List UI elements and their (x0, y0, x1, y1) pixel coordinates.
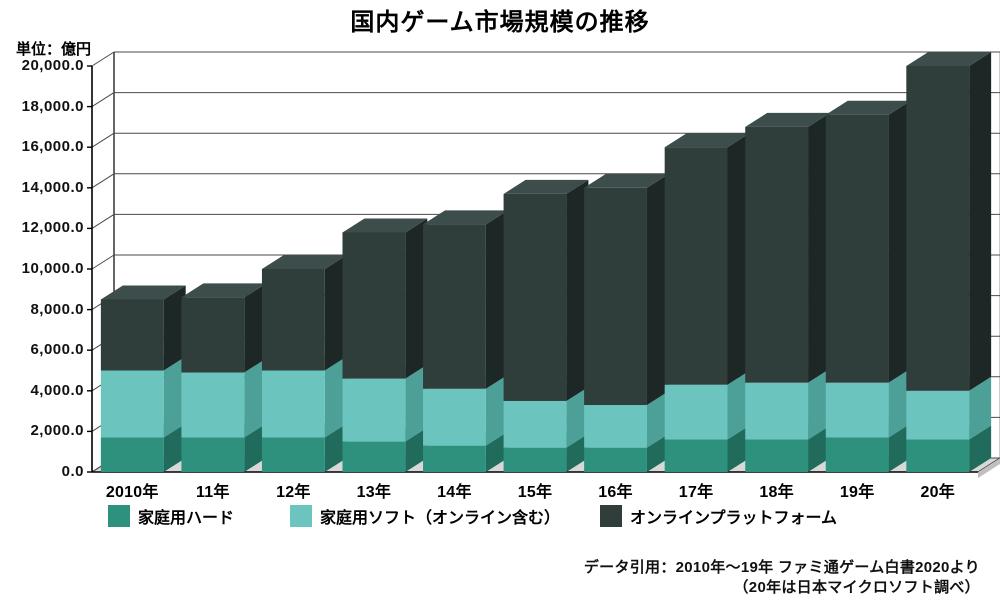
legend-item-soft: 家庭用ソフト（オンライン含む） (290, 504, 560, 528)
x-tick-label: 18年 (736, 478, 817, 502)
y-tick-label: 6,000.0 (6, 341, 84, 358)
legend-swatch-soft (290, 505, 312, 527)
x-tick-label: 20年 (897, 478, 978, 502)
legend-label-hard: 家庭用ハード (138, 504, 234, 528)
y-tick-label: 0.0 (6, 463, 84, 480)
y-tick-label: 4,000.0 (6, 382, 84, 399)
legend-swatch-online (600, 505, 622, 527)
y-tick-label: 8,000.0 (6, 301, 84, 318)
y-tick-label: 20,000.0 (6, 57, 84, 74)
legend-swatch-hard (108, 505, 130, 527)
x-tick-label: 16年 (575, 478, 656, 502)
x-tick-label: 11年 (173, 478, 254, 502)
y-tick-label: 16,000.0 (6, 138, 84, 155)
legend-item-hard: 家庭用ハード (108, 504, 234, 528)
x-tick-label: 2010年 (92, 478, 173, 502)
x-tick-label: 17年 (656, 478, 737, 502)
x-tick-label: 19年 (817, 478, 898, 502)
legend-item-online: オンラインプラットフォーム (600, 504, 837, 528)
y-tick-label: 14,000.0 (6, 179, 84, 196)
legend-label-online: オンラインプラットフォーム (630, 504, 837, 528)
x-tick-label: 14年 (414, 478, 495, 502)
y-tick-label: 10,000.0 (6, 260, 84, 277)
y-tick-label: 12,000.0 (6, 219, 84, 236)
y-tick-label: 18,000.0 (6, 98, 84, 115)
x-tick-label: 15年 (495, 478, 576, 502)
x-tick-label: 12年 (253, 478, 334, 502)
y-tick-label: 2,000.0 (6, 422, 84, 439)
legend-label-soft: 家庭用ソフト（オンライン含む） (320, 504, 560, 528)
x-tick-label: 13年 (334, 478, 415, 502)
